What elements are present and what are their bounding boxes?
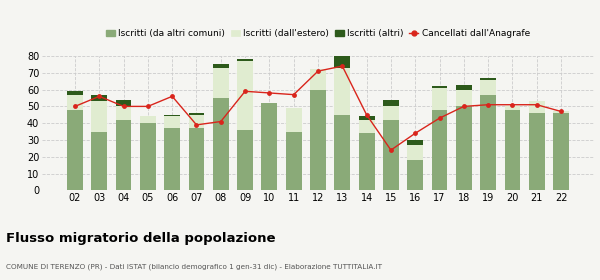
Bar: [334, 68, 350, 115]
Cancellati dall'Anagrafe: [509, 103, 516, 106]
Cancellati dall'Anagrafe: [436, 116, 443, 120]
Cancellati dall'Anagrafe: [217, 120, 224, 123]
Cancellati dall'Anagrafe: [290, 93, 297, 96]
Cancellati dall'Anagrafe: [388, 148, 395, 152]
Bar: [553, 113, 569, 190]
Bar: [67, 110, 83, 190]
Bar: [407, 140, 423, 145]
Cancellati dall'Anagrafe: [339, 64, 346, 68]
Cancellati dall'Anagrafe: [120, 105, 127, 108]
Bar: [164, 116, 180, 128]
Bar: [237, 61, 253, 130]
Bar: [91, 101, 107, 132]
Bar: [237, 130, 253, 190]
Bar: [480, 78, 496, 80]
Bar: [116, 106, 131, 120]
Bar: [456, 85, 472, 90]
Bar: [164, 128, 180, 190]
Cancellati dall'Anagrafe: [266, 91, 273, 95]
Cancellati dall'Anagrafe: [363, 113, 370, 116]
Bar: [310, 69, 326, 90]
Bar: [116, 100, 131, 106]
Bar: [505, 110, 520, 190]
Bar: [480, 80, 496, 95]
Bar: [456, 106, 472, 190]
Cancellati dall'Anagrafe: [71, 105, 79, 108]
Bar: [237, 59, 253, 61]
Cancellati dall'Anagrafe: [241, 90, 248, 93]
Bar: [91, 95, 107, 101]
Cancellati dall'Anagrafe: [314, 69, 322, 73]
Text: Flusso migratorio della popolazione: Flusso migratorio della popolazione: [6, 232, 275, 245]
Bar: [67, 95, 83, 110]
Bar: [91, 132, 107, 190]
Bar: [383, 100, 399, 106]
Bar: [480, 95, 496, 190]
Bar: [431, 86, 448, 88]
Bar: [188, 113, 205, 115]
Cancellati dall'Anagrafe: [557, 110, 565, 113]
Cancellati dall'Anagrafe: [460, 105, 467, 108]
Bar: [431, 110, 448, 190]
Cancellati dall'Anagrafe: [144, 105, 151, 108]
Bar: [67, 91, 83, 95]
Bar: [334, 21, 350, 68]
Bar: [407, 160, 423, 190]
Cancellati dall'Anagrafe: [533, 103, 541, 106]
Bar: [116, 120, 131, 190]
Bar: [164, 115, 180, 116]
Bar: [359, 120, 374, 133]
Cancellati dall'Anagrafe: [95, 95, 103, 98]
Bar: [407, 145, 423, 160]
Bar: [213, 98, 229, 190]
Bar: [262, 103, 277, 190]
Cancellati dall'Anagrafe: [485, 103, 492, 106]
Bar: [140, 123, 156, 190]
Text: COMUNE DI TERENZO (PR) - Dati ISTAT (bilancio demografico 1 gen-31 dic) - Elabor: COMUNE DI TERENZO (PR) - Dati ISTAT (bil…: [6, 263, 382, 270]
Bar: [188, 115, 205, 128]
Bar: [456, 90, 472, 106]
Bar: [286, 132, 302, 190]
Bar: [529, 113, 545, 190]
Bar: [286, 108, 302, 132]
Bar: [213, 68, 229, 98]
Bar: [359, 133, 374, 190]
Bar: [140, 116, 156, 123]
Line: Cancellati dall'Anagrafe: Cancellati dall'Anagrafe: [73, 64, 563, 153]
Bar: [334, 115, 350, 190]
Bar: [383, 120, 399, 190]
Bar: [188, 128, 205, 190]
Bar: [383, 106, 399, 120]
Bar: [505, 106, 520, 110]
Cancellati dall'Anagrafe: [412, 132, 419, 135]
Cancellati dall'Anagrafe: [193, 123, 200, 127]
Bar: [553, 111, 569, 113]
Bar: [213, 64, 229, 68]
Bar: [359, 116, 374, 120]
Bar: [529, 101, 545, 113]
Legend: Iscritti (da altri comuni), Iscritti (dall'estero), Iscritti (altri), Cancellati: Iscritti (da altri comuni), Iscritti (da…: [102, 25, 534, 42]
Bar: [310, 90, 326, 190]
Bar: [431, 88, 448, 110]
Cancellati dall'Anagrafe: [169, 95, 176, 98]
